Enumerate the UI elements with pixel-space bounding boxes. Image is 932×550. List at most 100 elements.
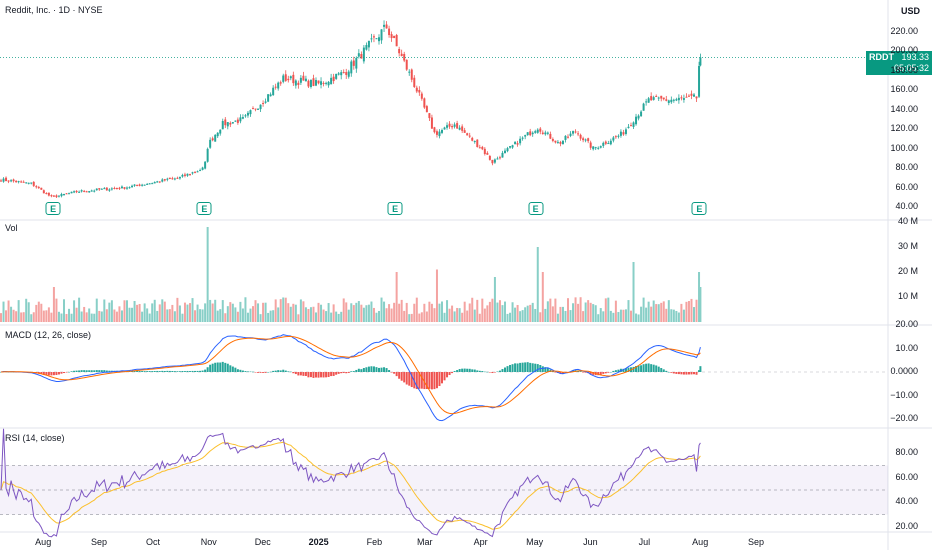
candle-body	[194, 172, 197, 174]
macd-histogram-bar	[650, 364, 653, 372]
macd-histogram-bar	[443, 372, 446, 381]
candle-body	[45, 193, 48, 195]
macd-histogram-bar	[390, 372, 393, 373]
candle-body	[672, 99, 675, 101]
candle-body	[551, 138, 554, 141]
volume-bar	[25, 298, 28, 322]
candle-body	[630, 125, 632, 127]
candle-body	[151, 183, 154, 185]
earnings-marker[interactable]: E	[691, 202, 707, 215]
price-axis-tick: 100.00	[890, 142, 918, 153]
volume-bar	[292, 303, 295, 322]
macd-histogram-bar	[498, 370, 501, 372]
candle-body	[37, 187, 40, 189]
candle-body	[110, 188, 113, 190]
volume-bar	[614, 300, 617, 322]
candle-body	[176, 177, 179, 179]
volume-bar	[415, 297, 418, 322]
candle-body	[128, 187, 131, 189]
volume-bar	[194, 310, 197, 322]
rsi-pane-label[interactable]: RSI (14, close)	[5, 433, 65, 443]
candle-body	[22, 181, 25, 183]
macd-histogram-bar	[660, 368, 663, 372]
candle-body	[325, 82, 328, 84]
macd-histogram-bar	[206, 367, 209, 372]
volume-bar	[642, 297, 645, 322]
macd-histogram-bar	[375, 367, 378, 372]
macd-histogram-bar	[75, 370, 78, 372]
symbol-title[interactable]: Reddit, Inc. · 1D · NYSE	[5, 5, 103, 15]
volume-bar	[103, 299, 106, 322]
candle-body	[52, 195, 55, 197]
macd-histogram-bar	[572, 370, 575, 372]
macd-histogram-bar	[699, 366, 702, 372]
candle-body	[473, 141, 476, 143]
currency-button[interactable]: USD	[900, 6, 920, 16]
earnings-marker[interactable]: E	[387, 202, 403, 215]
volume-bar	[380, 297, 383, 322]
macd-histogram-bar	[166, 370, 169, 372]
earnings-marker[interactable]: E	[45, 202, 61, 215]
candle-body	[302, 75, 305, 81]
volume-axis-tick: 30 M	[897, 241, 918, 251]
candle-body	[660, 95, 663, 99]
volume-bar	[289, 306, 292, 322]
volume-bar	[183, 302, 186, 322]
volume-bar	[635, 313, 638, 322]
volume-bar	[476, 299, 479, 322]
macd-histogram-bar	[161, 370, 164, 372]
macd-histogram-bar	[561, 372, 564, 374]
volume-bar	[539, 312, 542, 322]
candle-body	[347, 71, 350, 77]
volume-bar	[189, 303, 191, 322]
candle-body	[665, 99, 668, 101]
candle-body	[594, 147, 597, 149]
candle-body	[309, 79, 312, 87]
macd-histogram-bar	[80, 370, 83, 372]
volume-bar	[682, 309, 685, 322]
volume-bar	[521, 310, 524, 322]
macd-histogram-bar	[284, 370, 287, 372]
candle-body	[463, 130, 466, 133]
macd-histogram-bar	[370, 366, 373, 372]
volume-bar	[672, 309, 675, 322]
volume-bar	[486, 305, 489, 322]
macd-histogram-bar	[186, 370, 189, 372]
candle-body	[461, 126, 464, 131]
macd-histogram-bar	[78, 370, 81, 372]
volume-bar	[680, 303, 683, 322]
price-axis-tick: 180.00	[890, 64, 918, 75]
volume-bar	[410, 313, 413, 322]
volume-bar	[264, 302, 267, 322]
macd-histogram-bar	[380, 367, 383, 372]
volume-bar	[60, 313, 63, 322]
candle-body	[183, 174, 186, 176]
candle-body	[549, 133, 552, 139]
volume-bar	[670, 309, 673, 322]
volume-bar	[418, 313, 421, 322]
candle-body	[624, 129, 627, 134]
volume-pane-label[interactable]: Vol	[5, 223, 18, 233]
macd-histogram-bar	[90, 370, 93, 372]
macd-histogram-bar	[367, 366, 370, 372]
macd-histogram-bar	[607, 372, 610, 373]
candle-body	[246, 112, 249, 116]
earnings-marker[interactable]: E	[528, 202, 544, 215]
macd-histogram-bar	[360, 369, 363, 372]
macd-histogram-bar	[68, 371, 71, 373]
macd-histogram-bar	[216, 362, 219, 372]
macd-histogram-bar	[385, 368, 388, 372]
macd-histogram-bar	[309, 372, 312, 378]
volume-bar	[360, 304, 363, 322]
macd-histogram-bar	[473, 369, 476, 372]
candle-body	[468, 135, 471, 137]
earnings-marker[interactable]: E	[196, 202, 212, 215]
macd-axis-tick: 20.00	[895, 319, 918, 329]
candle-body	[383, 24, 386, 27]
volume-bar	[5, 310, 8, 322]
volume-bar	[98, 310, 101, 322]
macd-pane-label[interactable]: MACD (12, 26, close)	[5, 330, 92, 340]
volume-bar	[249, 308, 252, 322]
candle-body	[637, 115, 640, 119]
